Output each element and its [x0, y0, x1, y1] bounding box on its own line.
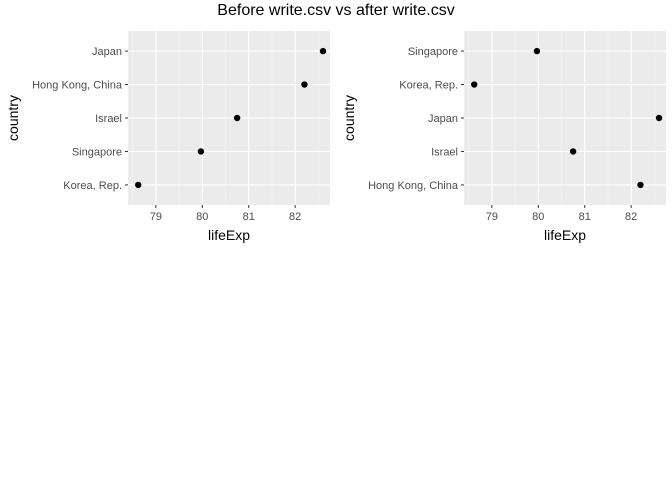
figure-title: Before write.csv vs after write.csv [217, 2, 455, 19]
y-tick-label: Japan [428, 113, 458, 125]
x-tick-label: 80 [196, 211, 208, 223]
x-tick-label: 82 [625, 211, 637, 223]
data-point [233, 114, 241, 122]
y-axis-title: country [5, 95, 21, 141]
y-tick-label: Singapore [72, 146, 122, 158]
x-axis-title: lifeExp [544, 227, 586, 243]
y-tick-label: Korea, Rep. [399, 80, 458, 92]
plot-panel-1: 79 80 81 82 Japan Hong Kong, China Israel Singa… [5, 31, 330, 243]
y-tick-label: Israel [95, 113, 122, 125]
x-tick-label: 81 [243, 211, 255, 223]
x-tick-label: 79 [150, 211, 162, 223]
y-tick-label: Korea, Rep. [63, 180, 122, 192]
y-tick-label: Japan [92, 46, 122, 58]
data-point [197, 148, 205, 155]
data-point [533, 47, 541, 55]
x-tick-label: 79 [486, 211, 498, 223]
data-point [471, 81, 478, 88]
x-tick-label: 81 [579, 211, 591, 223]
data-point [637, 181, 644, 189]
y-tick-label: Israel [431, 146, 458, 158]
data-point [301, 81, 308, 88]
data-point [135, 181, 142, 189]
data-point [569, 148, 577, 155]
y-axis-title: country [341, 95, 357, 141]
y-tick-label: Hong Kong, China [368, 180, 459, 192]
plot-panel-2: 79 80 81 82 Singapore Korea, Rep. Japan Israel H… [341, 31, 666, 243]
x-tick-label: 82 [289, 211, 301, 223]
data-point [319, 47, 327, 55]
y-tick-label: Singapore [408, 46, 458, 58]
x-tick-label: 80 [532, 211, 544, 223]
y-tick-label: Hong Kong, China [32, 80, 123, 92]
x-axis-title: lifeExp [208, 227, 250, 243]
data-point [655, 114, 663, 122]
